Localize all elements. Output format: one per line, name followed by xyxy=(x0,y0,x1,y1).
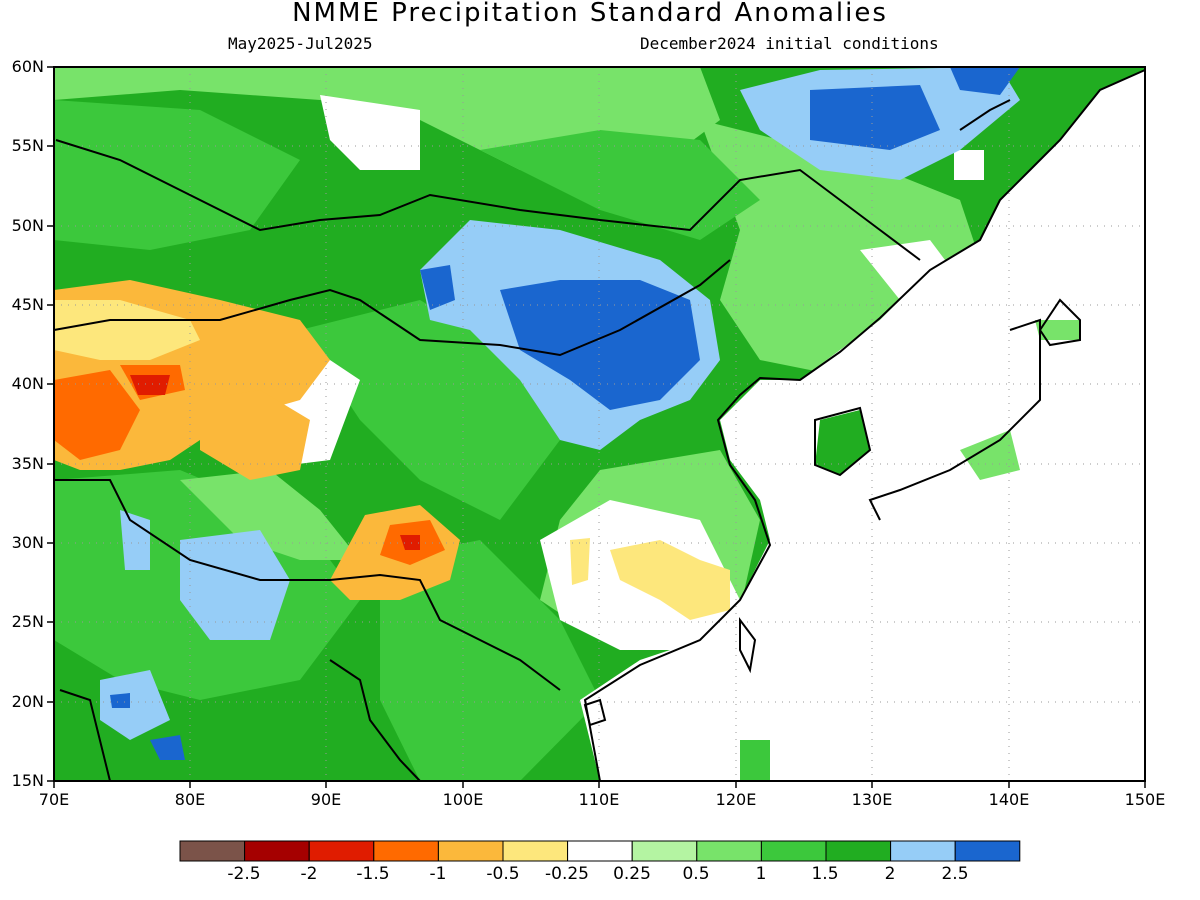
colorbar-label: 0.25 xyxy=(613,864,651,884)
colorbar-swatch xyxy=(244,840,310,862)
colorbar-swatch xyxy=(308,840,375,862)
graticule xyxy=(54,67,1145,781)
colorbar-label: -0.5 xyxy=(486,864,520,884)
period-subtitle: May2025-Jul2025 xyxy=(228,34,373,53)
colorbar-label: 1 xyxy=(755,864,767,884)
lat-label-20n: 20N xyxy=(11,692,44,711)
lon-label-110e: 110E xyxy=(578,790,620,809)
lon-label-100e: 100E xyxy=(442,790,484,809)
colorbar-swatch xyxy=(760,840,827,862)
lon-label-70e: 70E xyxy=(38,790,70,809)
colorbar-label: 2 xyxy=(884,864,896,884)
colorbar-label: -0.25 xyxy=(545,864,589,884)
colorbar-label: -2 xyxy=(300,864,318,884)
lat-label-40n: 40N xyxy=(11,374,44,393)
lon-label-140e: 140E xyxy=(988,790,1030,809)
colorbar-swatch xyxy=(890,840,956,862)
lat-label-55n: 55N xyxy=(11,136,44,155)
colorbar-swatch xyxy=(631,840,698,862)
colorbar-label: -1.5 xyxy=(356,864,390,884)
colorbar-swatch xyxy=(373,840,439,862)
lon-label-150e: 150E xyxy=(1124,790,1166,809)
map-title: NMME Precipitation Standard Anomalies xyxy=(292,0,888,28)
initial-conditions-subtitle: December2024 initial conditions xyxy=(640,34,939,53)
lon-label-130e: 130E xyxy=(851,790,893,809)
colorbar-label: -2.5 xyxy=(227,864,261,884)
colorbar-label: 1.5 xyxy=(811,864,839,884)
lat-label-50n: 50N xyxy=(11,216,44,235)
coastlines-borders xyxy=(53,69,1146,782)
lat-label-30n: 30N xyxy=(11,533,44,552)
colorbar-swatch xyxy=(502,840,569,862)
colorbar-label: -1 xyxy=(429,864,447,884)
lon-label-80e: 80E xyxy=(174,790,206,809)
lat-label-35n: 35N xyxy=(11,454,44,473)
lat-label-15n: 15N xyxy=(11,771,44,790)
lat-label-25n: 25N xyxy=(11,612,44,631)
colorbar-label: 0.5 xyxy=(682,864,710,884)
colorbar xyxy=(179,840,1021,862)
colorbar-swatch xyxy=(696,840,762,862)
colorbar-swatch xyxy=(437,840,504,862)
lon-label-90e: 90E xyxy=(310,790,342,809)
colorbar-label: 2.5 xyxy=(941,864,969,884)
lon-label-120e: 120E xyxy=(715,790,757,809)
colorbar-swatch xyxy=(567,840,633,862)
colorbar-swatch xyxy=(825,840,892,862)
lat-label-45n: 45N xyxy=(11,295,44,314)
colorbar-swatch xyxy=(954,840,1021,862)
colorbar-swatch xyxy=(179,840,246,862)
lat-label-60n: 60N xyxy=(11,57,44,76)
